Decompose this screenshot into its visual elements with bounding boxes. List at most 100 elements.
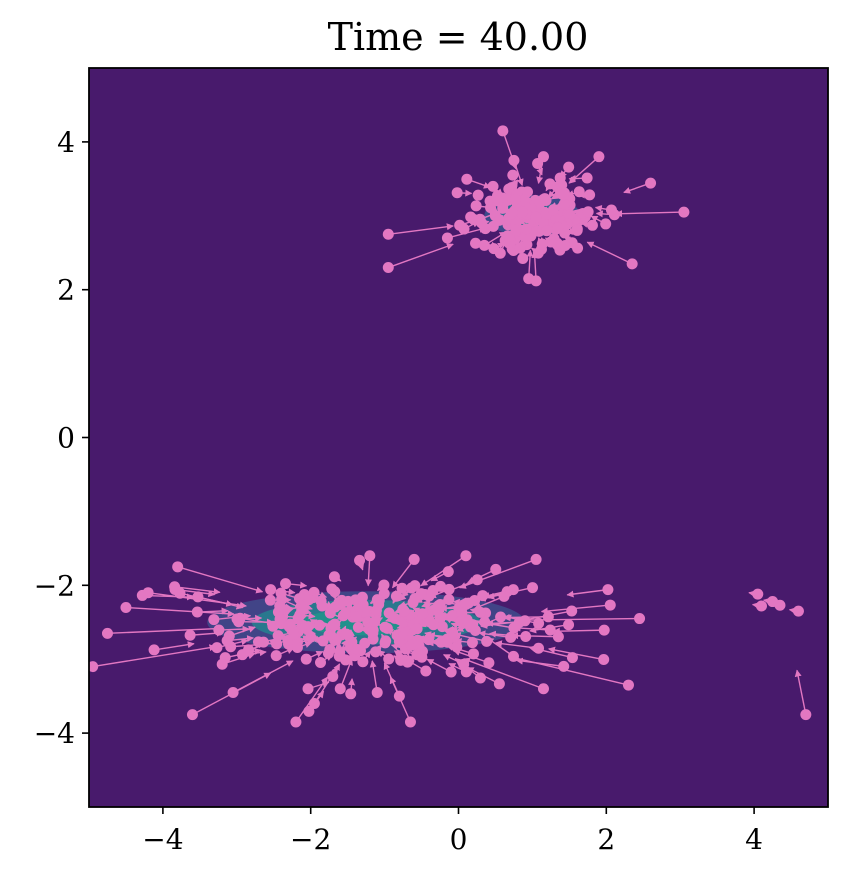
velocity-arrow <box>586 241 633 265</box>
bottom-cluster-particle <box>298 589 310 601</box>
top-cluster-particle <box>517 206 529 218</box>
bottom-cluster-particle <box>390 590 402 602</box>
top-cluster-particle <box>470 200 482 212</box>
bottom-cluster-particle <box>527 582 539 594</box>
bottom-cluster-particle <box>371 594 383 606</box>
bottom-cluster-particle <box>443 594 455 606</box>
top-cluster-particle <box>582 206 594 218</box>
x-tick-label: 2 <box>597 823 615 856</box>
bottom-cluster-particle <box>192 591 204 603</box>
top-cluster-particle <box>586 219 598 231</box>
top-cluster-particle <box>564 209 576 221</box>
bottom-cluster-particle <box>408 553 420 565</box>
bottom-cluster-particle <box>322 647 334 659</box>
bottom-cluster-particle <box>442 566 454 578</box>
bottom-cluster-particle <box>379 621 391 633</box>
bottom-cluster-particle <box>443 583 455 595</box>
top-cluster-particle <box>520 223 532 235</box>
bottom-cluster-particle <box>351 644 363 656</box>
bottom-cluster-particle <box>416 608 428 620</box>
bottom-cluster-particle <box>446 610 458 622</box>
bottom-cluster-particle <box>467 648 479 660</box>
velocity-arrow <box>153 641 195 651</box>
bottom-cluster-particle <box>435 580 447 592</box>
top-cluster-particle <box>478 239 490 251</box>
top-cluster-particle <box>488 243 500 255</box>
bottom-cluster-particle <box>481 635 493 647</box>
top-cluster-particle <box>497 202 509 214</box>
bottom-cluster-particle <box>329 586 341 598</box>
top-cluster-particle <box>532 247 544 259</box>
bottom-cluster-particle <box>243 644 255 656</box>
velocity-arrow <box>388 243 454 269</box>
bottom-cluster-particle <box>436 621 448 633</box>
bottom-cluster-particle <box>300 653 312 665</box>
velocity-arrow <box>794 669 807 715</box>
top-cluster-particle <box>510 224 522 236</box>
top-cluster-particle <box>530 211 542 223</box>
velocity-arrow <box>232 660 294 694</box>
bottom-cluster-particle <box>288 628 300 640</box>
bottom-cluster-particle <box>420 665 432 677</box>
bottom-cluster-particle <box>328 571 340 583</box>
x-tick-label: −2 <box>290 823 331 856</box>
top-cluster-particle <box>487 180 499 192</box>
y-tick-label: −4 <box>34 717 75 750</box>
bottom-cluster-particle <box>184 629 196 641</box>
particles <box>89 125 812 728</box>
stray-particle <box>755 600 767 612</box>
top-cluster-particle <box>600 218 612 230</box>
bottom-cluster-particle <box>357 656 369 668</box>
top-cluster-particle <box>571 224 583 236</box>
chart-title: Time = 40.00 <box>328 15 589 59</box>
top-cluster-particle <box>645 177 657 189</box>
bottom-cluster-particle <box>441 636 453 648</box>
bottom-cluster-particle <box>290 716 302 728</box>
bottom-cluster-particle <box>142 587 154 599</box>
bottom-cluster-particle <box>507 650 519 662</box>
bottom-cluster-particle <box>370 604 382 616</box>
bottom-cluster-particle <box>474 606 486 618</box>
bottom-cluster-particle <box>334 598 346 610</box>
bottom-cluster-particle <box>409 593 421 605</box>
top-cluster-particle <box>507 169 519 181</box>
bottom-cluster-particle <box>411 623 423 635</box>
bottom-cluster-particle <box>519 615 531 627</box>
bottom-cluster-particle <box>598 624 610 636</box>
bottom-cluster-particle <box>493 678 505 690</box>
bottom-cluster-particle <box>101 627 113 639</box>
bottom-cluster-particle <box>451 641 463 653</box>
top-cluster-particle <box>517 252 529 264</box>
top-cluster-particle <box>497 125 509 137</box>
bottom-cluster-particle <box>270 650 282 662</box>
bottom-cluster-particle <box>274 613 286 625</box>
bottom-cluster-particle <box>303 705 315 717</box>
bottom-cluster-particle <box>264 594 276 606</box>
bottom-cluster-particle <box>359 637 371 649</box>
top-cluster-particle <box>451 187 463 199</box>
bottom-cluster-particle <box>544 624 556 636</box>
bottom-cluster-particle <box>213 624 225 636</box>
stray-particle <box>792 605 804 617</box>
top-cluster-particle <box>382 228 394 240</box>
top-cluster-particle <box>678 206 690 218</box>
top-cluster-particle <box>508 154 520 166</box>
top-cluster-particle <box>554 172 566 184</box>
bottom-cluster-particle <box>537 683 549 695</box>
bottom-cluster-particle <box>378 579 390 591</box>
bottom-cluster-particle <box>460 550 472 562</box>
bottom-cluster-particle <box>520 631 532 643</box>
bottom-cluster-particle <box>498 590 510 602</box>
bottom-cluster-particle <box>389 612 401 624</box>
bottom-cluster-particle <box>316 600 328 612</box>
bottom-cluster-particle <box>393 635 405 647</box>
top-cluster-particle <box>514 242 526 254</box>
y-tick-label: −2 <box>34 569 75 602</box>
top-cluster-particle <box>544 178 556 190</box>
velocity-arrow <box>125 606 235 618</box>
top-cluster-particle <box>572 242 584 254</box>
bottom-cluster-particle <box>313 619 325 631</box>
bottom-cluster-particle <box>622 679 634 691</box>
bottom-cluster-particle <box>404 716 416 728</box>
